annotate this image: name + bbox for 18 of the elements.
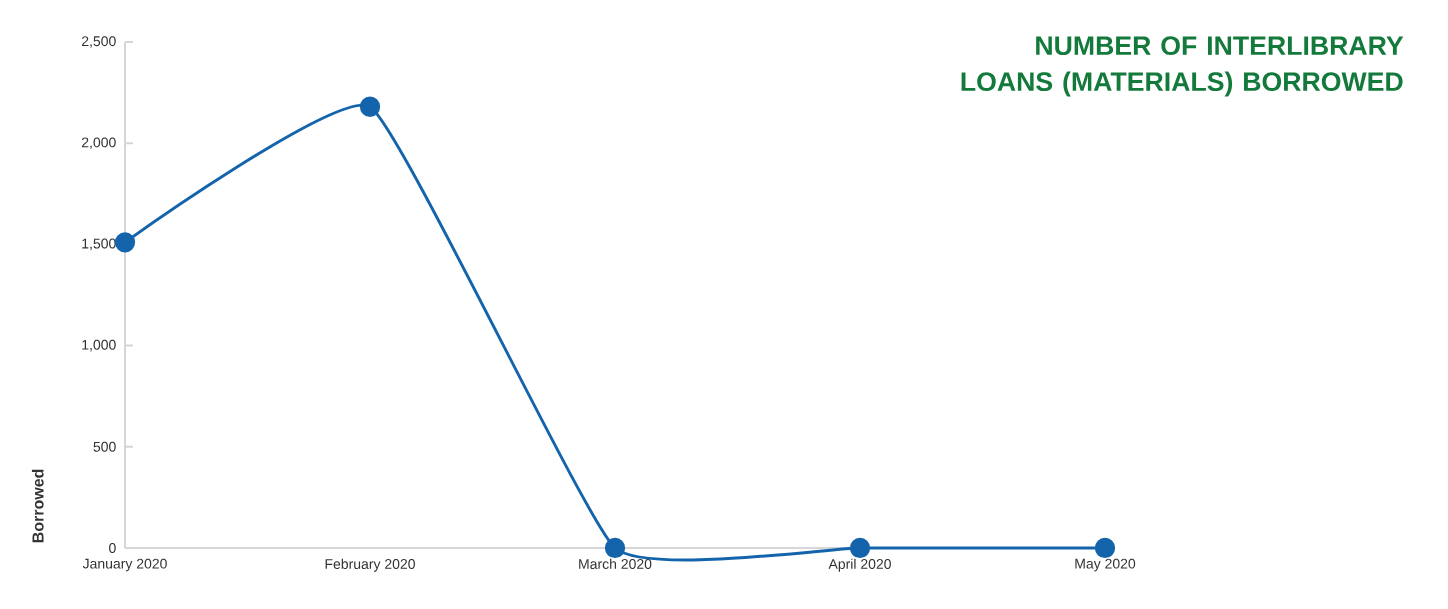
x-tick-label: March 2020 <box>579 558 652 569</box>
x-tick-label: January 2020 <box>82 558 167 572</box>
text: NUMBER OF INTERLIBRARY LOANS (MATERIALS) BORROWED <box>961 36 1404 97</box>
y-tick-label: 2,500 <box>81 36 116 48</box>
point <box>114 232 136 253</box>
y-tick-label: 1,000 <box>82 339 116 352</box>
x-tick-label: May 2020 <box>1075 558 1136 572</box>
y-tick-label: 2,000 <box>81 137 116 149</box>
y-axis-title: Borrowed <box>31 469 44 543</box>
point <box>604 537 626 559</box>
y-tick-label: 0 <box>109 543 116 553</box>
y-tick-label: 1,500 <box>82 238 116 251</box>
point <box>849 537 871 559</box>
x-tick-label: February 2020 <box>325 558 415 572</box>
x-tick-label: April 2020 <box>828 558 891 572</box>
y-tick-label: 500 <box>93 441 116 452</box>
point <box>1094 537 1116 559</box>
point <box>359 96 381 117</box>
